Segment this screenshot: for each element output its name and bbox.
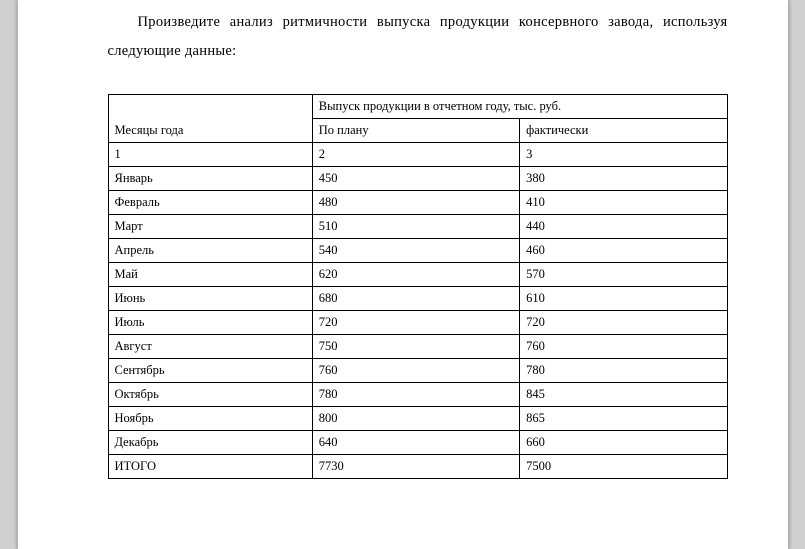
table-row: Декабрь640660 xyxy=(108,431,727,455)
month-cell: Декабрь xyxy=(108,431,312,455)
plan-cell: 800 xyxy=(312,407,519,431)
num-cell-3: 3 xyxy=(520,143,727,167)
month-cell: Март xyxy=(108,215,312,239)
actual-cell: 460 xyxy=(520,239,727,263)
table-row: Август750760 xyxy=(108,335,727,359)
actual-cell: 380 xyxy=(520,167,727,191)
month-cell: Май xyxy=(108,263,312,287)
plan-cell: 540 xyxy=(312,239,519,263)
header-plan: По плану xyxy=(312,119,519,143)
table-row: Сентябрь760780 xyxy=(108,359,727,383)
plan-cell: 510 xyxy=(312,215,519,239)
actual-cell: 845 xyxy=(520,383,727,407)
table-row: Ноябрь800865 xyxy=(108,407,727,431)
table-row: Июнь680610 xyxy=(108,287,727,311)
table-row: Февраль480410 xyxy=(108,191,727,215)
actual-cell: 760 xyxy=(520,335,727,359)
month-cell: Январь xyxy=(108,167,312,191)
plan-cell: 640 xyxy=(312,431,519,455)
header-months: Месяцы года xyxy=(108,95,312,143)
month-cell: Ноябрь xyxy=(108,407,312,431)
month-cell: Июнь xyxy=(108,287,312,311)
actual-cell: 570 xyxy=(520,263,727,287)
actual-cell: 780 xyxy=(520,359,727,383)
table-header-row-1: Месяцы года Выпуск продукции в отчетном … xyxy=(108,95,727,119)
month-cell: Сентябрь xyxy=(108,359,312,383)
table-row: Май620570 xyxy=(108,263,727,287)
month-cell: Апрель xyxy=(108,239,312,263)
month-cell: Февраль xyxy=(108,191,312,215)
plan-cell: 760 xyxy=(312,359,519,383)
plan-cell: 750 xyxy=(312,335,519,359)
document-page: Произведите анализ ритмичности выпуска п… xyxy=(18,0,788,549)
actual-cell: 720 xyxy=(520,311,727,335)
table-number-row: 1 2 3 xyxy=(108,143,727,167)
month-cell: Август xyxy=(108,335,312,359)
actual-cell: 410 xyxy=(520,191,727,215)
table-total-row: ИТОГО 7730 7500 xyxy=(108,455,727,479)
num-cell-2: 2 xyxy=(312,143,519,167)
total-actual: 7500 xyxy=(520,455,727,479)
instruction-text: Произведите анализ ритмичности выпуска п… xyxy=(108,8,728,66)
plan-cell: 720 xyxy=(312,311,519,335)
actual-cell: 865 xyxy=(520,407,727,431)
table-row: Март510440 xyxy=(108,215,727,239)
header-actual: фактически xyxy=(520,119,727,143)
month-cell: Октябрь xyxy=(108,383,312,407)
table-row: Октябрь780845 xyxy=(108,383,727,407)
plan-cell: 620 xyxy=(312,263,519,287)
num-cell-1: 1 xyxy=(108,143,312,167)
table-row: Январь450380 xyxy=(108,167,727,191)
data-table: Месяцы года Выпуск продукции в отчетном … xyxy=(108,94,728,479)
total-plan: 7730 xyxy=(312,455,519,479)
table-row: Июль720720 xyxy=(108,311,727,335)
total-label: ИТОГО xyxy=(108,455,312,479)
plan-cell: 680 xyxy=(312,287,519,311)
actual-cell: 440 xyxy=(520,215,727,239)
plan-cell: 480 xyxy=(312,191,519,215)
actual-cell: 660 xyxy=(520,431,727,455)
month-cell: Июль xyxy=(108,311,312,335)
plan-cell: 450 xyxy=(312,167,519,191)
actual-cell: 610 xyxy=(520,287,727,311)
plan-cell: 780 xyxy=(312,383,519,407)
header-output: Выпуск продукции в отчетном году, тыс. р… xyxy=(312,95,727,119)
table-row: Апрель540460 xyxy=(108,239,727,263)
